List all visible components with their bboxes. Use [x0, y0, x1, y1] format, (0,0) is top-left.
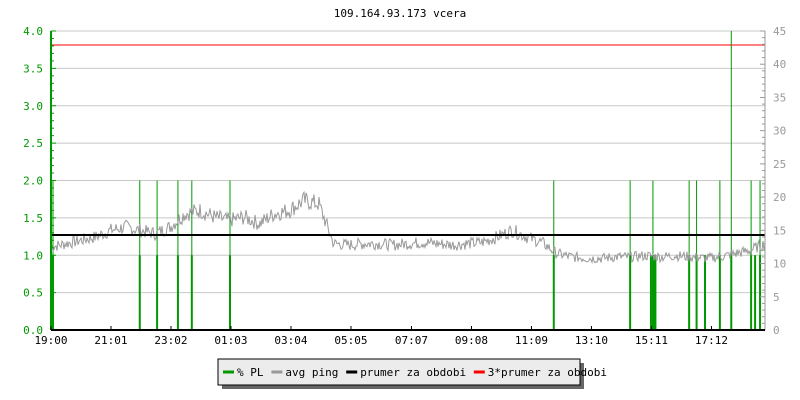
axes: 0.0 0.5 1.0 1.5 2.0 2.5 3.0 3.5 4.0 0 5 10 15 20 25 30 3… [23, 25, 786, 347]
right-tick-label: 45 [773, 25, 786, 38]
left-tick-label: 0.5 [23, 287, 43, 300]
legend: % PL avg ping prumer za obdobi 3*prumer za … [217, 358, 607, 389]
x-tick-label: 07:07 [395, 334, 428, 347]
left-tick-label: 2.5 [23, 137, 43, 150]
x-tick-label: 13:10 [575, 334, 608, 347]
chart-title: 109.164.93.173 vcera [334, 7, 466, 20]
x-tick-label: 09:08 [455, 334, 488, 347]
right-tick-label: 5 [773, 291, 780, 304]
x-tick-label: 11:09 [515, 334, 548, 347]
right-tick-label: 0 [773, 324, 780, 337]
left-tick-label: 4.0 [23, 25, 43, 38]
left-tick-label: 1.0 [23, 249, 43, 262]
x-tick-label: 23:02 [154, 334, 187, 347]
legend-label: prumer za obdobi [360, 366, 466, 379]
right-tick-label: 25 [773, 158, 786, 171]
left-tick-label: 3.5 [23, 62, 43, 75]
right-tick-label: 15 [773, 224, 786, 237]
left-tick-label: 1.5 [23, 212, 43, 225]
right-tick-label: 20 [773, 191, 786, 204]
x-tick-label: 05:05 [334, 334, 367, 347]
x-tick-label: 21:01 [94, 334, 127, 347]
x-tick-label: 15:11 [635, 334, 668, 347]
avg-ping-series [50, 190, 766, 264]
x-tick-label: 01:03 [214, 334, 247, 347]
x-tick-label: 19:00 [34, 334, 67, 347]
legend-label: % PL [237, 366, 264, 379]
packet-loss-series [51, 31, 762, 330]
left-tick-label: 3.0 [23, 100, 43, 113]
right-tick-label: 35 [773, 91, 786, 104]
x-tick-label: 17:12 [695, 334, 728, 347]
left-tick-label: 2.0 [23, 175, 43, 188]
grid [51, 30, 765, 331]
right-tick-label: 10 [773, 258, 786, 271]
legend-label: avg ping [285, 366, 338, 379]
legend-label: 3*prumer za obdobi [488, 366, 607, 379]
x-tick-label: 03:04 [274, 334, 307, 347]
right-tick-label: 30 [773, 125, 786, 138]
right-tick-label: 40 [773, 58, 786, 71]
left-tick-label: 0.0 [23, 324, 43, 337]
